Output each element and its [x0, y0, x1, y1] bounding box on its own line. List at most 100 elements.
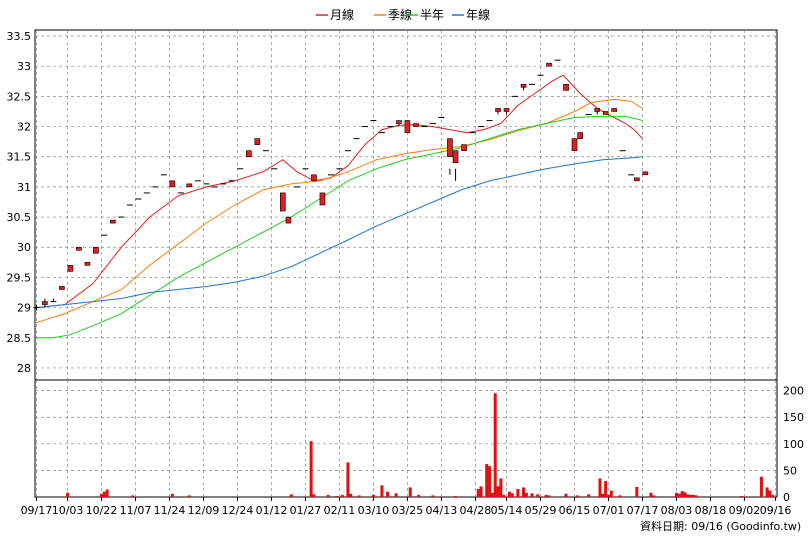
volume-bar — [309, 441, 313, 497]
candle — [452, 150, 459, 181]
candle — [93, 246, 99, 254]
volume-bar — [507, 491, 511, 497]
volume-bar — [649, 492, 653, 497]
x-tick-label: 08/03 — [661, 504, 693, 517]
candle — [413, 123, 419, 127]
price-tick-label: 32.5 — [7, 90, 32, 103]
candle-body — [84, 262, 91, 266]
price-tick-label: 33 — [17, 60, 31, 73]
candle — [169, 180, 176, 188]
candle-body — [563, 84, 569, 91]
x-tick-label: 01/12 — [256, 504, 288, 517]
volume-bar — [524, 492, 528, 497]
legend-month: 月線 — [316, 7, 354, 22]
candle-body — [76, 246, 82, 251]
volume-tick-label: 100 — [783, 438, 804, 451]
volume-bar — [683, 492, 687, 497]
volume-bar — [394, 493, 398, 497]
candle-body — [571, 138, 578, 151]
candle-body — [634, 177, 640, 182]
volume-frame — [34, 379, 778, 498]
candle-body — [602, 111, 609, 115]
candle — [594, 108, 600, 115]
candle — [67, 265, 74, 272]
candle — [461, 144, 467, 151]
volume-bar — [289, 494, 293, 497]
volume-bar — [652, 495, 656, 497]
legend-label-quarter: 季線 — [388, 7, 412, 22]
x-tick-label: 04/28 — [460, 504, 492, 517]
legend-label-year: 年線 — [466, 7, 490, 22]
volume-bar — [502, 494, 506, 497]
price-tick-label: 28.5 — [7, 332, 32, 345]
price-tick-label: 29 — [17, 302, 31, 315]
price-frame — [34, 29, 778, 381]
volume-bar — [335, 495, 339, 497]
candle — [520, 84, 527, 91]
volume-tick-label: 150 — [783, 411, 804, 424]
x-tick-label: 01/27 — [290, 504, 322, 517]
volume-bar — [530, 493, 534, 497]
candle-body — [546, 62, 552, 67]
candle — [110, 219, 116, 224]
volume-bar — [689, 494, 693, 497]
volume-bar — [431, 495, 435, 497]
volume-bar — [476, 489, 480, 497]
candle-body — [503, 108, 510, 112]
candle — [628, 174, 635, 176]
candle-body — [413, 123, 419, 127]
candle — [319, 192, 326, 206]
candle-body — [461, 144, 467, 151]
volume-bar — [187, 495, 191, 497]
x-tick-label: 07/17 — [627, 504, 659, 517]
volume-bar — [417, 494, 421, 497]
candle — [50, 298, 57, 303]
volume-bar — [371, 494, 375, 497]
volume-bar — [510, 493, 514, 497]
legend-label-half: 半年 — [420, 8, 444, 22]
x-axis: 09/17 10/03 10/22 11/07 11/24 12/09 12/24 01/12… — [21, 497, 791, 517]
price-panel: 28 28.5 29 29.5 30 30.5 31 31.5 32 32.5 33 33.5 — [7, 29, 778, 381]
candle — [611, 108, 617, 112]
volume-bar — [386, 491, 390, 497]
candle-body — [67, 265, 74, 272]
candle-body — [404, 120, 411, 133]
price-tick-label: 29.5 — [7, 271, 32, 284]
candle-body — [594, 108, 600, 112]
x-tick-label: 12/24 — [222, 504, 254, 517]
candle-body — [611, 108, 617, 112]
x-tick-label: 03/10 — [358, 504, 390, 517]
x-tick-label: 04/13 — [426, 504, 458, 517]
x-tick-label: 05/29 — [525, 504, 557, 517]
volume-bar — [606, 494, 610, 497]
candle-body — [520, 84, 527, 88]
candle-body — [42, 301, 48, 305]
candle — [42, 298, 48, 308]
volume-bar — [564, 493, 568, 497]
price-tick-label: 30.5 — [7, 211, 32, 224]
volume-bar — [536, 494, 540, 497]
volume-bar — [677, 493, 681, 497]
candle-body — [495, 108, 501, 112]
volume-bar — [674, 492, 678, 497]
legend-label-month: 月線 — [330, 7, 354, 22]
candle — [563, 84, 569, 91]
volume-bar — [326, 494, 330, 497]
candle-body — [447, 138, 453, 158]
candle-body — [577, 132, 583, 139]
volume-bar — [340, 494, 344, 497]
volume-bar — [618, 495, 622, 497]
candle-body — [642, 171, 649, 176]
candle-body — [254, 138, 261, 145]
price-tick-label: 32 — [17, 121, 31, 134]
volume-bar — [544, 494, 548, 497]
legend-half: 半年 — [406, 8, 444, 22]
volume-tick-label: 0 — [783, 491, 790, 504]
volume-bar — [454, 495, 458, 497]
volume-bar — [493, 393, 497, 497]
x-tick-label: 03/25 — [392, 504, 424, 517]
x-tick-label: 11/24 — [154, 504, 186, 517]
candle-body — [280, 192, 286, 212]
volume-bar — [604, 481, 608, 497]
volume-bar — [105, 489, 109, 497]
